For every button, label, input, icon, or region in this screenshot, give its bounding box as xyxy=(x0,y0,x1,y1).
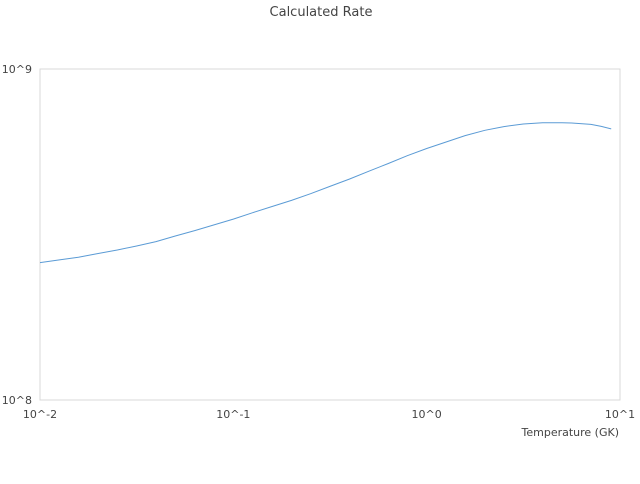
series-line xyxy=(39,122,612,264)
x-tick-label: 10^0 xyxy=(412,408,442,421)
y-tick-label: 10^8 xyxy=(2,394,32,407)
x-tick-label: 10^1 xyxy=(605,408,635,421)
series-layer xyxy=(39,122,612,264)
x-tick-labels: 10^-2 10^-1 10^0 10^1 xyxy=(23,408,635,421)
y-tick-label: 10^9 xyxy=(2,63,32,76)
chart-title: Calculated Rate xyxy=(270,5,373,20)
x-axis-label: Temperature (GK) xyxy=(521,426,620,439)
x-tick-label: 10^-1 xyxy=(216,408,250,421)
x-tick-label: 10^-2 xyxy=(23,408,57,421)
y-tick-labels: 10^8 10^9 xyxy=(2,63,32,407)
plot-area xyxy=(39,68,621,401)
